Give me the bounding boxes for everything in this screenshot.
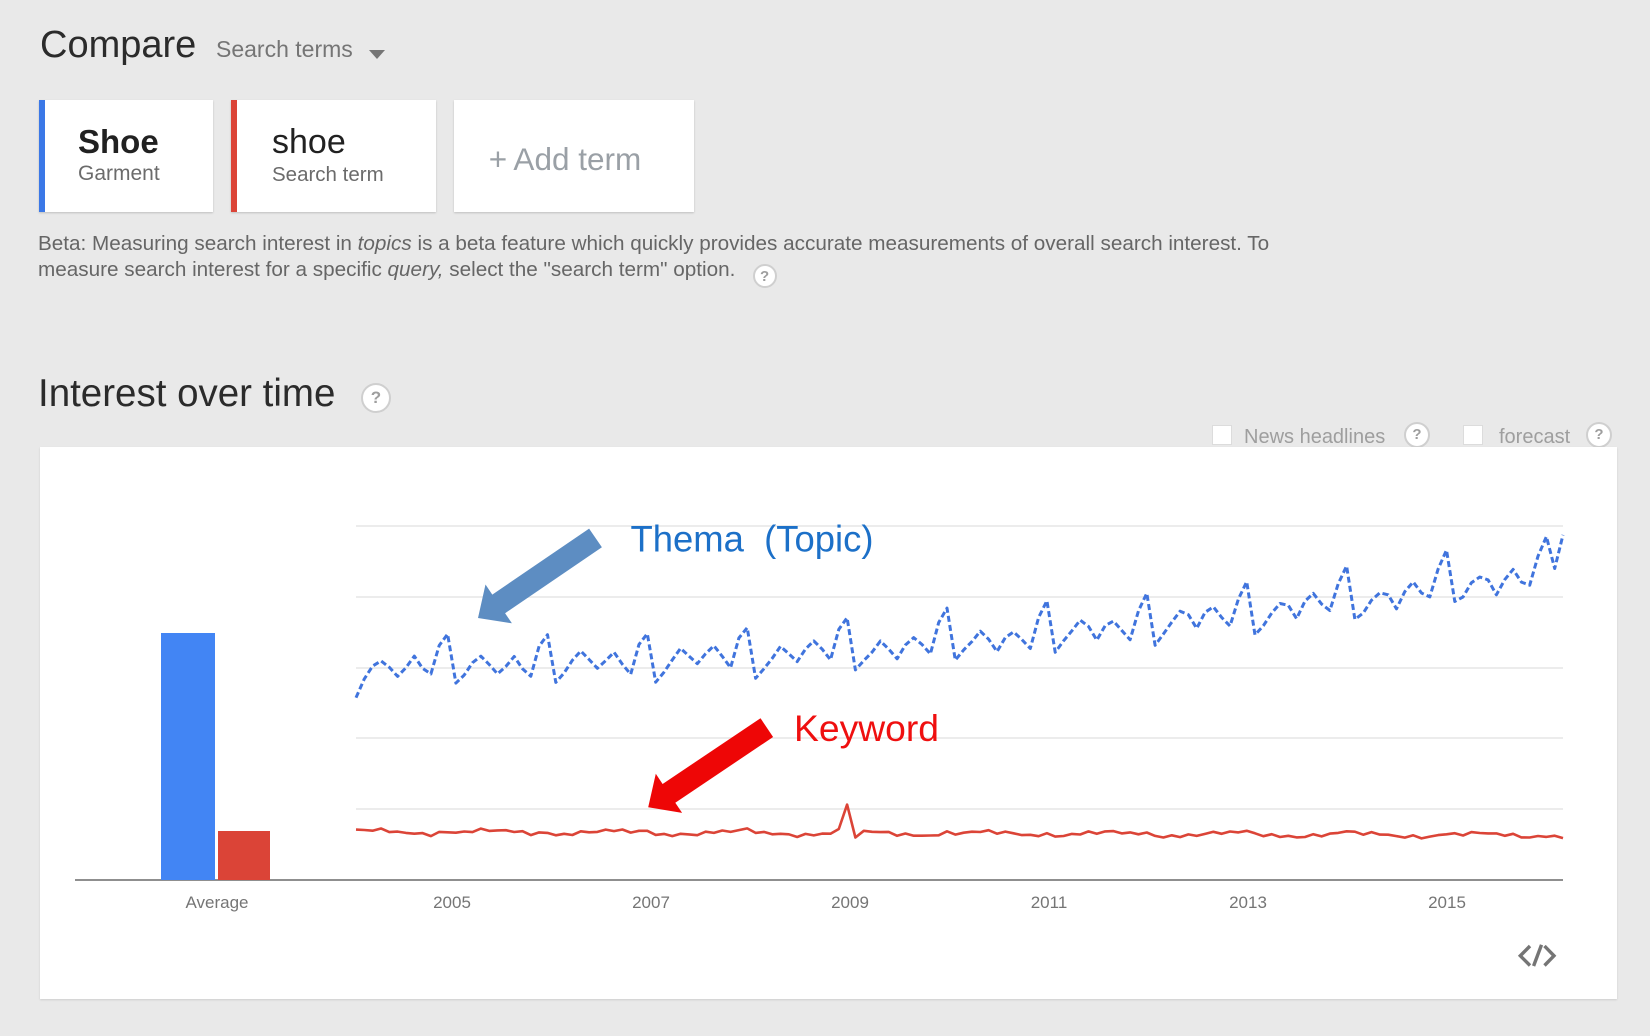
svg-text:2005: 2005 bbox=[433, 893, 471, 912]
svg-text:2015: 2015 bbox=[1428, 893, 1466, 912]
svg-text:2009: 2009 bbox=[831, 893, 869, 912]
svg-text:2007: 2007 bbox=[632, 893, 670, 912]
svg-text:Thema (Topic): Thema (Topic) bbox=[631, 519, 874, 560]
svg-text:2011: 2011 bbox=[1031, 893, 1068, 912]
svg-text:Keyword: Keyword bbox=[794, 708, 939, 749]
svg-text:Average: Average bbox=[185, 893, 248, 912]
svg-text:2013: 2013 bbox=[1229, 893, 1267, 912]
